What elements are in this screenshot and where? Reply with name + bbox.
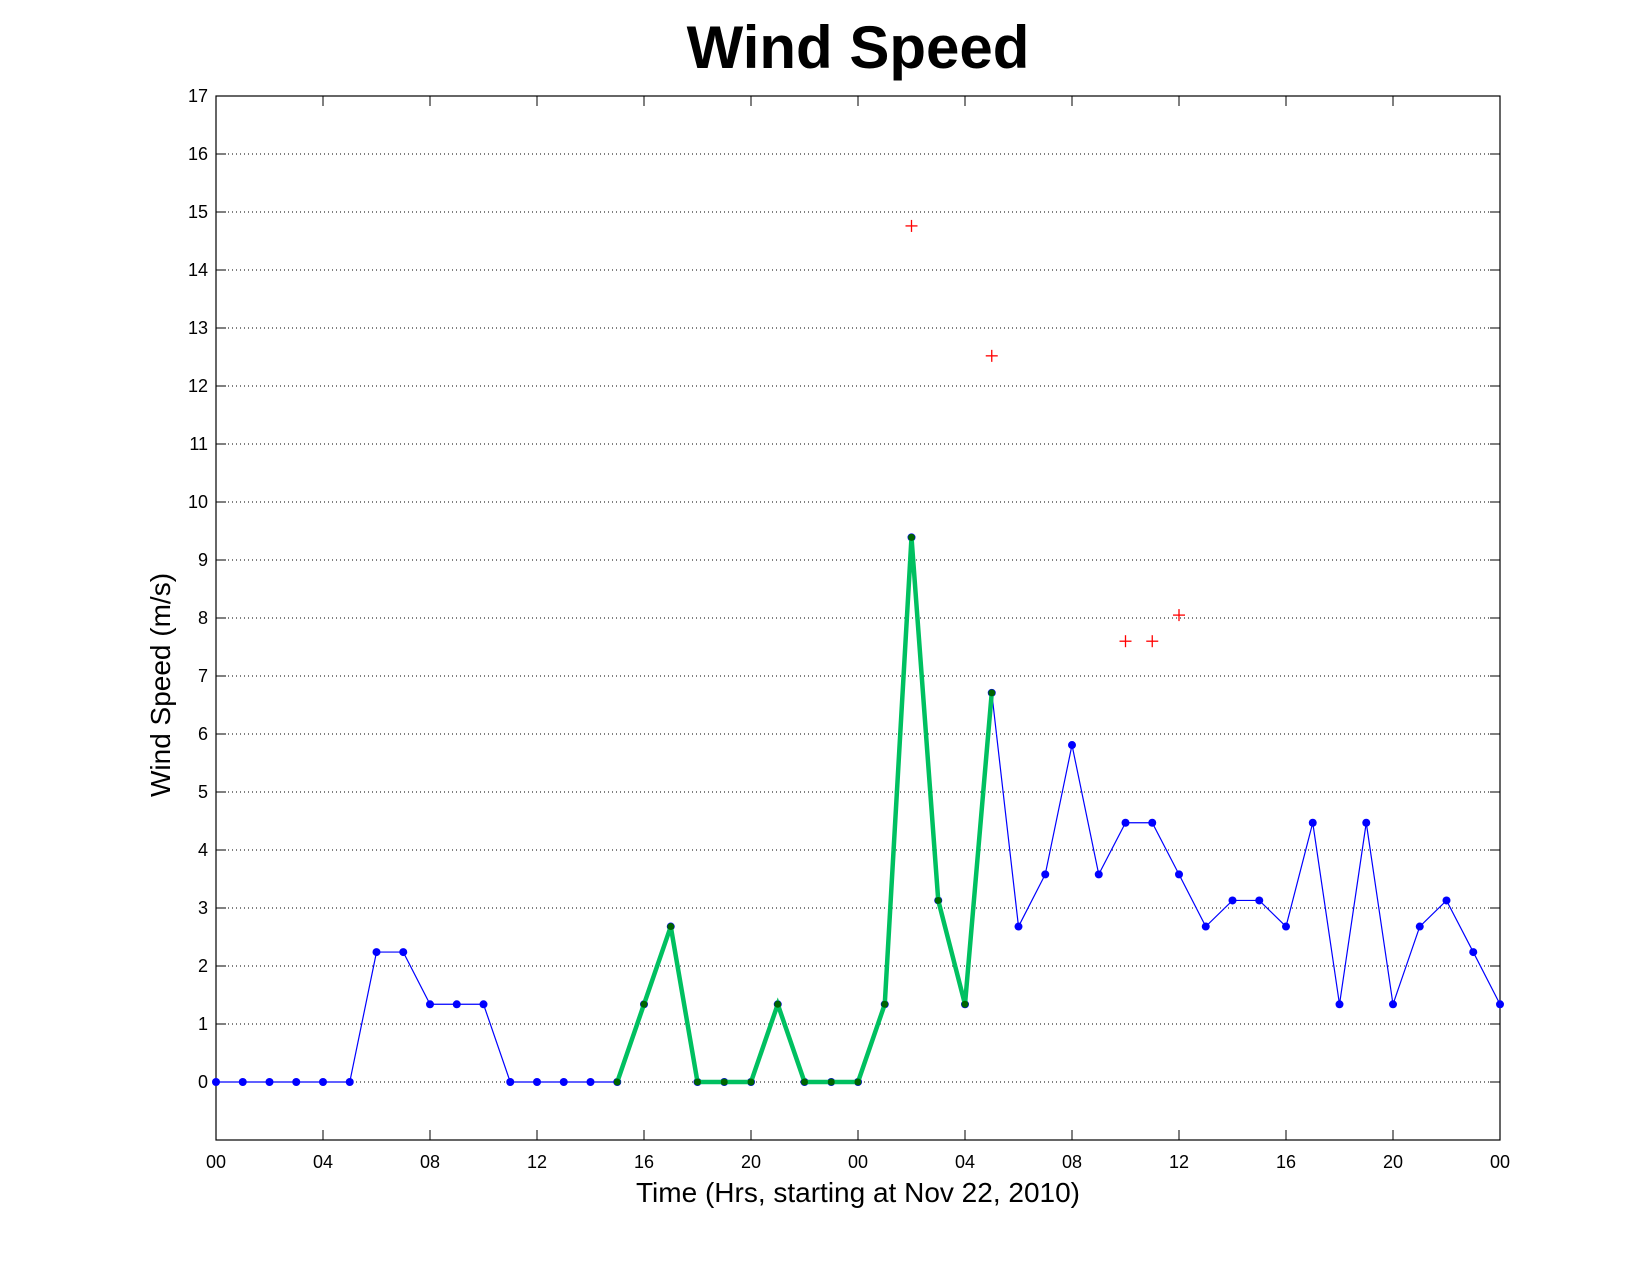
series-red-plus-marker [985,349,998,362]
chart-title: Wind Speed [687,14,1030,81]
series-blue-point [1469,948,1478,957]
series-blue-point [479,1000,488,1009]
y-tick-label: 12 [188,376,208,396]
series-blue-point [1415,922,1424,931]
series-green-point [720,1078,728,1086]
x-tick-label: 00 [848,1152,868,1172]
series-red-plus-marker [1146,635,1159,648]
series-blue-line [216,537,1501,1083]
series-blue-point [559,1078,568,1086]
series-blue-point [1175,870,1183,879]
grid-lines [216,95,1500,1083]
series-blue-point [1496,1000,1504,1009]
x-tick-label: 16 [1276,1152,1296,1172]
x-tick-label: 04 [313,1152,333,1172]
series-green-point [988,689,996,697]
x-axis-label: Time (Hrs, starting at Nov 22, 2010) [636,1177,1080,1208]
x-tick-label: 08 [1062,1152,1082,1172]
y-tick-label: 13 [188,318,208,338]
series-blue-point [506,1078,515,1086]
series-green-point [694,1078,701,1086]
series-blue-point [1201,922,1210,931]
x-tick-label: 20 [741,1152,761,1172]
series-blue-point [1335,1000,1344,1009]
y-tick-label: 8 [198,608,208,628]
series-blue-point [1442,896,1451,905]
y-tick-label: 17 [188,86,208,106]
data-series [212,219,1504,1086]
series-green-point [827,1078,835,1086]
y-tick-label: 4 [198,840,208,860]
y-tick-label: 14 [188,260,208,280]
series-blue-point [212,1078,220,1086]
y-tick-label: 11 [189,434,208,454]
series-blue-point [1041,870,1050,879]
series-blue-point [399,948,408,957]
series-blue-point [372,948,381,957]
series-green-point [881,1000,889,1008]
series-blue-point [426,1000,434,1009]
y-tick-label: 9 [198,550,208,570]
y-tick-label: 10 [188,492,208,512]
series-green-point [747,1078,755,1086]
x-tick-label: 16 [634,1152,654,1172]
series-blue-point [1362,818,1371,827]
series-red-plus-marker [1173,609,1185,622]
series-blue-point [345,1078,354,1086]
y-tick-label: 3 [198,898,208,918]
series-red-plus-marker [905,219,918,232]
series-green-point [640,1000,648,1008]
x-tick-label: 00 [206,1152,226,1172]
series-green-point [908,533,915,541]
x-tick-label: 12 [527,1152,547,1172]
series-blue-point [1148,818,1157,827]
series-green-point [774,1000,782,1008]
y-tick-label: 1 [198,1014,208,1034]
series-red-plus-marker [1119,635,1132,648]
series-blue-point [586,1078,595,1086]
x-tick-label: 12 [1169,1152,1189,1172]
series-green-point [961,1000,969,1008]
series-green-point [667,923,675,931]
series-blue-point [265,1078,274,1086]
series-blue-point [1308,818,1317,827]
series-green-point [854,1078,862,1086]
y-tick-label: 5 [198,782,208,802]
series-blue-point [1094,870,1103,879]
y-axis-label: Wind Speed (m/s) [145,573,176,797]
series-blue-point [319,1078,327,1086]
y-tick-label: 0 [198,1072,208,1092]
y-tick-label: 16 [188,144,208,164]
series-blue-point [292,1078,301,1086]
y-tick-label: 6 [198,724,208,744]
y-tick-label: 15 [188,202,208,222]
series-green-point [934,896,942,904]
series-green-line [615,537,994,1085]
series-blue-point [1121,818,1130,827]
series-blue-point [1014,922,1023,931]
series-blue-point [1389,1000,1397,1009]
series-blue-point [1228,896,1237,905]
series-blue-point [1068,741,1076,750]
series-green-point [801,1078,808,1086]
series-blue-point [238,1078,247,1086]
series-blue-point [1255,896,1264,905]
series-blue-point [533,1078,541,1086]
series-green-point [613,1078,621,1086]
x-tick-label: 04 [955,1152,975,1172]
series-blue-point [452,1000,461,1009]
x-tick-label: 08 [420,1152,440,1172]
x-tick-label: 00 [1490,1152,1510,1172]
x-tick-label: 20 [1383,1152,1403,1172]
series-blue-point [1282,922,1290,931]
y-tick-label: 7 [198,666,208,686]
y-tick-label: 2 [198,956,208,976]
